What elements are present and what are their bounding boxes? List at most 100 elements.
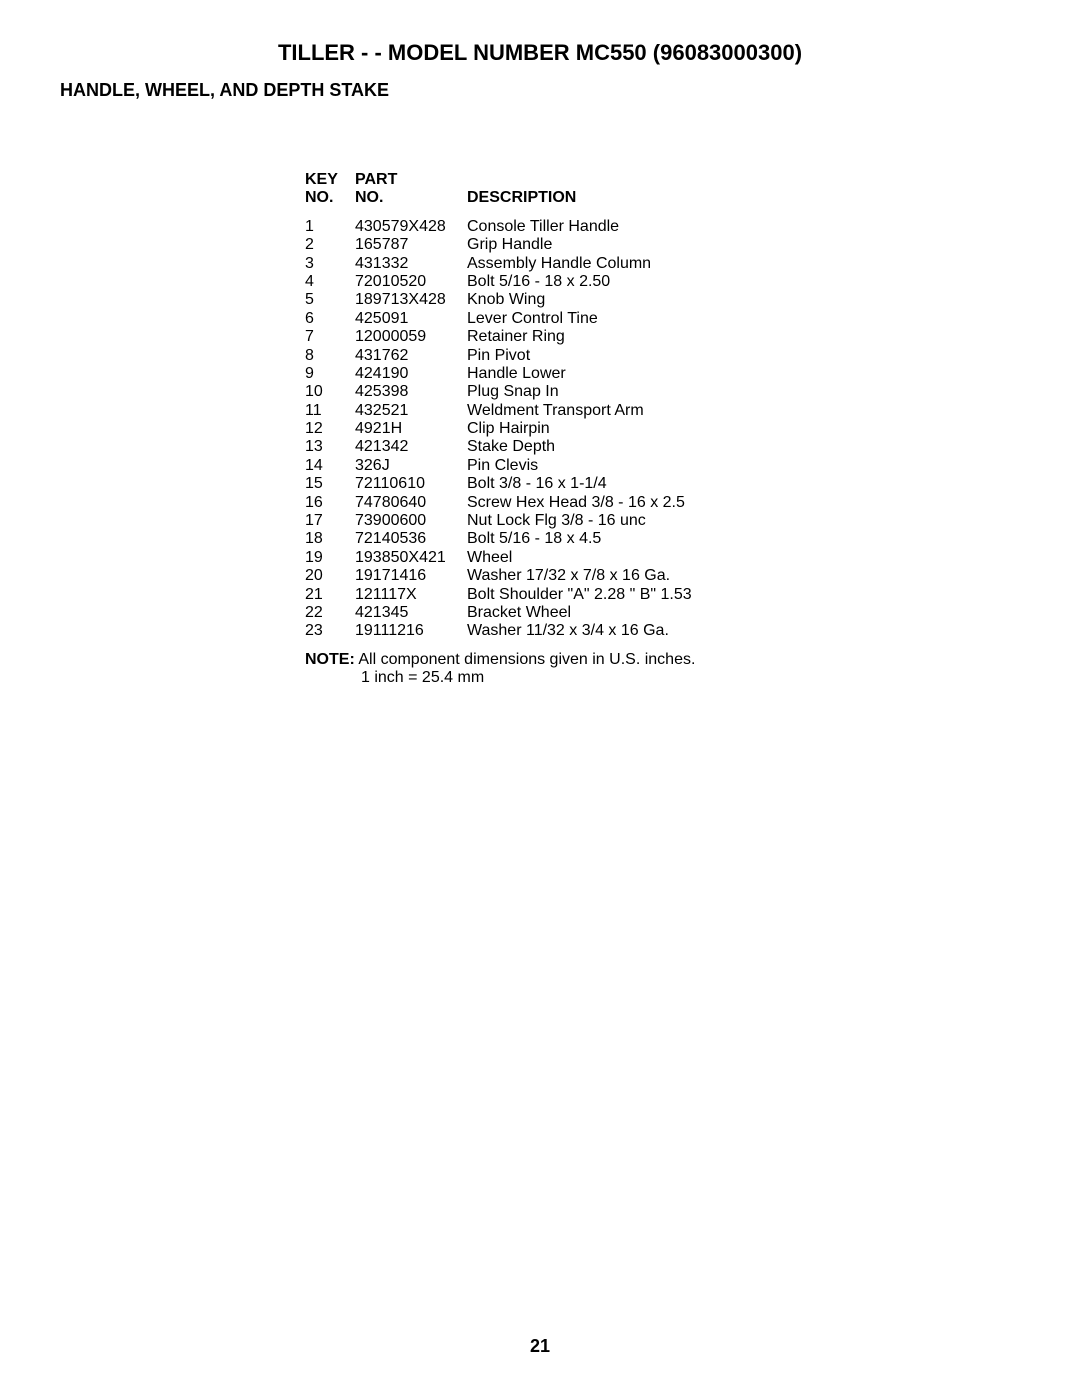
cell-description: Assembly Handle Column (467, 255, 1020, 273)
cell-key: 9 (305, 365, 355, 383)
header-part-line2: NO. (355, 189, 467, 207)
cell-key: 6 (305, 310, 355, 328)
cell-part: 326J (355, 457, 467, 475)
cell-description: Wheel (467, 549, 1020, 567)
page-number: 21 (0, 1336, 1080, 1357)
table-row: 1674780640Screw Hex Head 3/8 - 16 x 2.5 (305, 494, 1020, 512)
header-key-line1: KEY (305, 171, 355, 189)
cell-part: 4921H (355, 420, 467, 438)
cell-description: Pin Clevis (467, 457, 1020, 475)
table-row: 14326JPin Clevis (305, 457, 1020, 475)
table-row: 19193850X421Wheel (305, 549, 1020, 567)
cell-description: Plug Snap In (467, 383, 1020, 401)
table-body: 1430579X428Console Tiller Handle2165787G… (305, 218, 1020, 641)
cell-part: 431332 (355, 255, 467, 273)
cell-part: 193850X421 (355, 549, 467, 567)
table-row: 712000059Retainer Ring (305, 328, 1020, 346)
table-row: 2319111216Washer 11/32 x 3/4 x 16 Ga. (305, 622, 1020, 640)
cell-key: 19 (305, 549, 355, 567)
header-desc-label: DESCRIPTION (467, 189, 1020, 207)
cell-key: 13 (305, 438, 355, 456)
table-row: 10425398Plug Snap In (305, 383, 1020, 401)
table-row: 21121117XBolt Shoulder "A" 2.28 " B" 1.5… (305, 586, 1020, 604)
cell-key: 16 (305, 494, 355, 512)
table-row: 13421342Stake Depth (305, 438, 1020, 456)
cell-part: 425091 (355, 310, 467, 328)
cell-description: Console Tiller Handle (467, 218, 1020, 236)
table-row: 5189713X428Knob Wing (305, 291, 1020, 309)
cell-key: 23 (305, 622, 355, 640)
cell-key: 22 (305, 604, 355, 622)
cell-key: 10 (305, 383, 355, 401)
cell-part: 421342 (355, 438, 467, 456)
table-row: 9424190Handle Lower (305, 365, 1020, 383)
header-key-line2: NO. (305, 189, 355, 207)
cell-key: 3 (305, 255, 355, 273)
table-row: 3431332Assembly Handle Column (305, 255, 1020, 273)
table-row: 11432521Weldment Transport Arm (305, 402, 1020, 420)
cell-description: Washer 11/32 x 3/4 x 16 Ga. (467, 622, 1020, 640)
cell-part: 73900600 (355, 512, 467, 530)
cell-key: 18 (305, 530, 355, 548)
cell-key: 8 (305, 347, 355, 365)
cell-part: 421345 (355, 604, 467, 622)
table-row: 2165787Grip Handle (305, 236, 1020, 254)
cell-key: 15 (305, 475, 355, 493)
cell-description: Pin Pivot (467, 347, 1020, 365)
cell-key: 1 (305, 218, 355, 236)
cell-key: 5 (305, 291, 355, 309)
cell-part: 19111216 (355, 622, 467, 640)
cell-description: Washer 17/32 x 7/8 x 16 Ga. (467, 567, 1020, 585)
cell-description: Knob Wing (467, 291, 1020, 309)
note-conversion: 1 inch = 25.4 mm (361, 669, 1020, 687)
cell-description: Weldment Transport Arm (467, 402, 1020, 420)
cell-description: Bracket Wheel (467, 604, 1020, 622)
cell-description: Lever Control Tine (467, 310, 1020, 328)
cell-key: 11 (305, 402, 355, 420)
cell-key: 21 (305, 586, 355, 604)
cell-description: Nut Lock Flg 3/8 - 16 unc (467, 512, 1020, 530)
note-section: NOTE: All component dimensions given in … (305, 651, 1020, 687)
cell-description: Grip Handle (467, 236, 1020, 254)
cell-part: 74780640 (355, 494, 467, 512)
cell-description: Bolt 5/16 - 18 x 2.50 (467, 273, 1020, 291)
header-part-line1: PART (355, 171, 467, 189)
table-row: 1430579X428Console Tiller Handle (305, 218, 1020, 236)
cell-part: 430579X428 (355, 218, 467, 236)
cell-description: Stake Depth (467, 438, 1020, 456)
table-row: 1773900600Nut Lock Flg 3/8 - 16 unc (305, 512, 1020, 530)
cell-description: Handle Lower (467, 365, 1020, 383)
cell-key: 14 (305, 457, 355, 475)
table-row: 1572110610Bolt 3/8 - 16 x 1-1/4 (305, 475, 1020, 493)
cell-part: 431762 (355, 347, 467, 365)
cell-description: Clip Hairpin (467, 420, 1020, 438)
note-line1: NOTE: All component dimensions given in … (305, 651, 1020, 669)
note-text: All component dimensions given in U.S. i… (358, 651, 695, 668)
cell-description: Bolt Shoulder "A" 2.28 " B" 1.53 (467, 586, 1020, 604)
header-desc: DESCRIPTION (467, 171, 1020, 208)
parts-table: KEY NO. PART NO. DESCRIPTION 1430579X428… (305, 171, 1020, 641)
cell-part: 12000059 (355, 328, 467, 346)
table-row: 22421345Bracket Wheel (305, 604, 1020, 622)
cell-description: Screw Hex Head 3/8 - 16 x 2.5 (467, 494, 1020, 512)
cell-description: Bolt 3/8 - 16 x 1-1/4 (467, 475, 1020, 493)
cell-part: 72110610 (355, 475, 467, 493)
cell-key: 7 (305, 328, 355, 346)
table-row: 2019171416Washer 17/32 x 7/8 x 16 Ga. (305, 567, 1020, 585)
table-header-row: KEY NO. PART NO. DESCRIPTION (305, 171, 1020, 208)
table-row: 472010520Bolt 5/16 - 18 x 2.50 (305, 273, 1020, 291)
note-label: NOTE: (305, 651, 355, 668)
cell-part: 72140536 (355, 530, 467, 548)
cell-description: Bolt 5/16 - 18 x 4.5 (467, 530, 1020, 548)
cell-part: 165787 (355, 236, 467, 254)
cell-part: 189713X428 (355, 291, 467, 309)
header-part: PART NO. (355, 171, 467, 208)
cell-key: 20 (305, 567, 355, 585)
page-container: TILLER - - MODEL NUMBER MC550 (960830003… (0, 0, 1080, 727)
cell-part: 425398 (355, 383, 467, 401)
cell-description: Retainer Ring (467, 328, 1020, 346)
cell-part: 121117X (355, 586, 467, 604)
table-row: 124921HClip Hairpin (305, 420, 1020, 438)
cell-part: 19171416 (355, 567, 467, 585)
document-subtitle: HANDLE, WHEEL, AND DEPTH STAKE (60, 80, 1020, 101)
